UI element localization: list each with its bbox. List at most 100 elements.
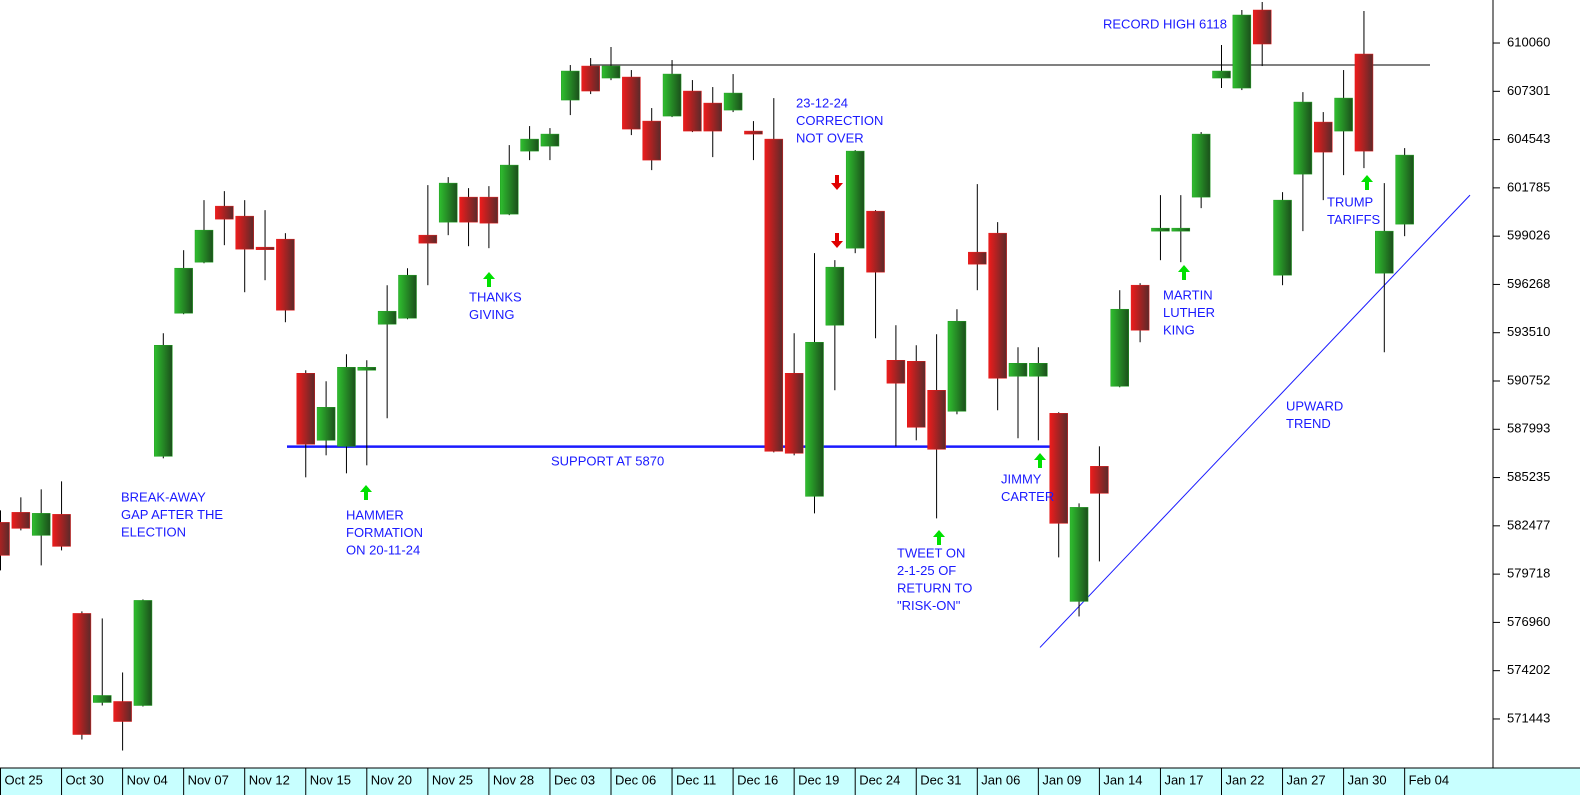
x-tick-label: Dec 16 bbox=[737, 772, 778, 787]
annotation: SUPPORT AT 5870 bbox=[551, 453, 664, 468]
candle-body bbox=[276, 238, 295, 311]
annotation: TARIFFS bbox=[1327, 212, 1381, 227]
candle-body bbox=[927, 390, 946, 450]
trend-line bbox=[1039, 194, 1471, 648]
x-tick-label: Jan 17 bbox=[1164, 772, 1203, 787]
candle-body bbox=[52, 514, 71, 547]
annotation: LUTHER bbox=[1163, 305, 1215, 320]
y-tick-label: 610060 bbox=[1507, 34, 1550, 49]
candle-body bbox=[866, 210, 885, 273]
x-tick-label: Nov 15 bbox=[310, 772, 351, 787]
y-tick-label: 574202 bbox=[1507, 662, 1550, 677]
candle-body bbox=[1395, 154, 1414, 225]
x-tick-label: Jan 27 bbox=[1287, 772, 1326, 787]
candle-body bbox=[93, 695, 112, 703]
x-tick-label: Dec 19 bbox=[798, 772, 839, 787]
candle-body bbox=[357, 366, 377, 371]
annotation: RECORD HIGH 6118 bbox=[1103, 16, 1227, 31]
arrow bbox=[831, 175, 843, 190]
x-tick-label: Nov 12 bbox=[249, 772, 290, 787]
annotation: MARTIN bbox=[1163, 287, 1213, 302]
x-tick-label: Nov 20 bbox=[371, 772, 412, 787]
candle-body bbox=[133, 600, 153, 706]
x-tick-label: Jan 09 bbox=[1042, 772, 1081, 787]
candle-body bbox=[500, 164, 519, 215]
candle-body bbox=[1252, 9, 1272, 45]
candle-body bbox=[316, 407, 336, 441]
arrow bbox=[1178, 265, 1190, 280]
candle-body bbox=[1110, 308, 1129, 387]
annotation: GAP AFTER THE bbox=[121, 507, 223, 522]
annotation: KING bbox=[1163, 322, 1195, 337]
x-tick-label: Feb 04 bbox=[1409, 772, 1449, 787]
y-tick-label: 607301 bbox=[1507, 83, 1550, 98]
annotation: 23-12-24 bbox=[796, 95, 848, 110]
y-tick-label: 582477 bbox=[1507, 517, 1550, 532]
candle-body bbox=[907, 360, 926, 428]
annotation: JIMMY bbox=[1001, 471, 1042, 486]
candle-body bbox=[1354, 53, 1374, 152]
y-tick-label: 579718 bbox=[1507, 566, 1550, 581]
y-tick-label: 585235 bbox=[1507, 469, 1550, 484]
candle-body bbox=[1049, 413, 1068, 524]
candle-body bbox=[1191, 133, 1211, 198]
candle-body bbox=[1375, 230, 1394, 274]
annotation: NOT OVER bbox=[796, 130, 864, 145]
y-tick-label: 571443 bbox=[1507, 710, 1550, 725]
candle-body bbox=[540, 133, 560, 147]
x-tick-label: Oct 30 bbox=[66, 772, 104, 787]
candle-body bbox=[988, 232, 1007, 379]
annotation: TRUMP bbox=[1327, 194, 1373, 209]
annotation: CARTER bbox=[1001, 489, 1054, 504]
annotation: TREND bbox=[1286, 416, 1331, 431]
x-tick-label: Jan 06 bbox=[981, 772, 1020, 787]
candle-body bbox=[154, 344, 173, 457]
candle-body bbox=[683, 90, 702, 132]
candle-body bbox=[1069, 507, 1089, 602]
x-tick-label: Dec 06 bbox=[615, 772, 656, 787]
candle-body bbox=[1314, 121, 1333, 153]
candle-body bbox=[805, 341, 824, 497]
candle-body bbox=[784, 373, 804, 454]
candle-body bbox=[479, 196, 499, 224]
candle-body bbox=[215, 205, 234, 220]
x-tick-label: Dec 24 bbox=[859, 772, 900, 787]
x-tick-label: Nov 04 bbox=[127, 772, 168, 787]
annotation: RETURN TO bbox=[897, 580, 972, 595]
x-tick-label: Jan 14 bbox=[1103, 772, 1142, 787]
annotation: "RISK-ON" bbox=[897, 598, 961, 613]
candle-body bbox=[11, 512, 31, 529]
annotation: ELECTION bbox=[121, 524, 186, 539]
candle-body bbox=[113, 701, 132, 722]
candle-body bbox=[947, 320, 967, 412]
candle-body bbox=[886, 359, 906, 384]
candle-body bbox=[520, 138, 539, 152]
candle-body bbox=[31, 513, 51, 536]
y-tick-label: 590752 bbox=[1507, 372, 1550, 387]
x-tick-label: Jan 22 bbox=[1226, 772, 1265, 787]
candle-body bbox=[845, 150, 865, 249]
arrow bbox=[1361, 175, 1373, 190]
y-tick-label: 596268 bbox=[1507, 276, 1550, 291]
x-tick-label: Dec 31 bbox=[920, 772, 961, 787]
candle-body bbox=[1130, 284, 1150, 331]
candle-body bbox=[703, 102, 722, 132]
candle-body bbox=[1212, 70, 1231, 79]
candle-body bbox=[561, 70, 580, 101]
arrow bbox=[360, 485, 372, 500]
candle-body bbox=[968, 251, 987, 265]
x-tick-label: Nov 25 bbox=[432, 772, 473, 787]
y-tick-label: 587993 bbox=[1507, 421, 1550, 436]
x-tick-label: Oct 25 bbox=[5, 772, 43, 787]
candle-body bbox=[1029, 363, 1048, 377]
arrow bbox=[933, 530, 945, 545]
annotation: TWEET ON bbox=[897, 545, 965, 560]
candle-body bbox=[622, 76, 641, 130]
candle-body bbox=[723, 92, 743, 111]
x-axis-band bbox=[0, 768, 1580, 795]
annotation: FORMATION bbox=[346, 525, 423, 540]
candle-body bbox=[1293, 101, 1313, 175]
annotation: UPWARD bbox=[1286, 398, 1343, 413]
candle-body bbox=[1334, 97, 1353, 132]
candle-body bbox=[1273, 199, 1292, 276]
